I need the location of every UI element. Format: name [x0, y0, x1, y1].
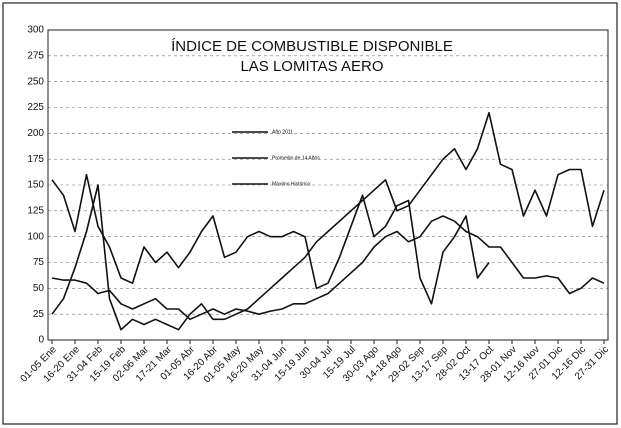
y-tick-label: 50	[33, 283, 45, 294]
y-tick-label: 175	[27, 154, 44, 165]
y-tick-label: 0	[38, 335, 44, 346]
chart-subtitle: LAS LOMITAS AERO	[240, 58, 383, 75]
y-tick-label: 75	[33, 257, 45, 268]
legend-label: Año 2011	[272, 129, 293, 135]
y-tick-label: 300	[27, 25, 44, 36]
y-tick-label: 150	[27, 180, 44, 191]
y-tick-label: 225	[27, 102, 44, 113]
y-tick-label: 25	[33, 309, 45, 320]
series-line	[51, 215, 605, 321]
legend-label: Máximo Histórico	[272, 181, 311, 187]
y-tick-label: 100	[27, 231, 44, 242]
y-tick-label: 200	[27, 128, 44, 139]
y-tick-label: 125	[27, 205, 44, 216]
chart-title: ÍNDICE DE COMBUSTIBLE DISPONIBLE	[171, 38, 453, 55]
series-line	[51, 173, 490, 305]
series-line	[51, 111, 605, 331]
y-tick-label: 250	[27, 76, 44, 87]
y-tick-label: 275	[27, 50, 44, 61]
legend-label: Promedio de 14 Años	[272, 155, 320, 161]
